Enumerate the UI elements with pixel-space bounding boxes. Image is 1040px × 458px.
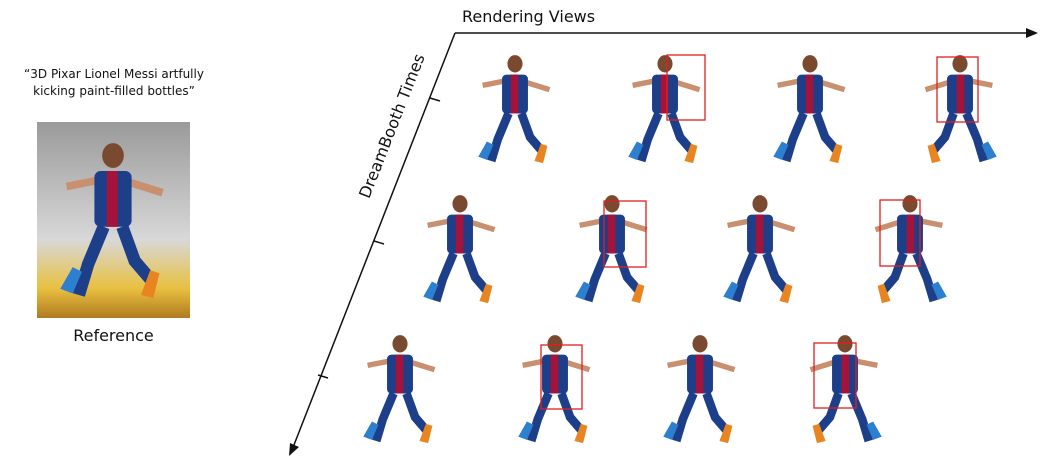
bottle-blue: [518, 421, 534, 440]
prompt-text: “3D Pixar Lionel Messi artfully kicking …: [24, 67, 204, 98]
axis-tick: [429, 97, 441, 102]
stripe: [841, 354, 850, 394]
bottle-orange: [684, 143, 698, 164]
legs: [813, 391, 873, 443]
bottle-blue: [866, 421, 882, 440]
player-render: [423, 195, 496, 304]
bottle-blue: [363, 421, 379, 440]
stripe: [395, 354, 404, 394]
player-render: [518, 335, 591, 444]
head: [837, 335, 853, 353]
head: [657, 55, 673, 73]
player-render: [628, 55, 701, 164]
axis-tick: [373, 240, 385, 245]
stripe: [906, 214, 915, 254]
stripe: [956, 74, 965, 114]
axis-arrow: [1026, 28, 1038, 38]
bottle-orange: [877, 283, 891, 304]
head: [102, 143, 124, 168]
legs: [487, 111, 547, 163]
player-render: [60, 143, 164, 299]
bottle-orange: [534, 143, 548, 164]
highlight-box: [540, 344, 583, 410]
player-render: [575, 195, 648, 304]
stripe: [510, 74, 519, 114]
player-render: [663, 335, 736, 444]
legs: [372, 391, 432, 443]
stripe: [805, 74, 814, 114]
bottle-blue: [478, 141, 494, 160]
bottle-orange: [574, 423, 588, 444]
highlight-box: [879, 199, 921, 267]
bottle-orange: [719, 423, 733, 444]
player-render: [478, 55, 551, 164]
highlight-box: [936, 56, 979, 123]
stripe: [455, 214, 464, 254]
bottle-orange: [631, 283, 645, 304]
legs: [672, 391, 732, 443]
bottle-blue: [423, 281, 439, 300]
highlight-box: [813, 342, 857, 409]
head: [452, 195, 468, 213]
player-render: [874, 195, 947, 304]
stripe: [607, 214, 616, 254]
render-grid: [60, 54, 997, 444]
bottle-orange: [812, 423, 826, 444]
bottle-orange: [419, 423, 433, 444]
player-render: [363, 335, 436, 444]
bottle-orange: [779, 283, 793, 304]
stripe: [695, 354, 704, 394]
bottle-blue: [723, 281, 739, 300]
head: [507, 55, 523, 73]
head: [547, 335, 563, 353]
axis-tick: [317, 374, 329, 379]
head: [952, 55, 968, 73]
legs: [72, 224, 159, 297]
head: [802, 55, 818, 73]
legs: [637, 111, 697, 163]
legs: [878, 251, 938, 303]
stripe: [550, 354, 559, 394]
highlight-box: [666, 54, 706, 121]
player-render: [809, 335, 882, 444]
head: [752, 195, 768, 213]
legs: [782, 111, 842, 163]
stripe: [106, 171, 118, 227]
legs: [432, 251, 492, 303]
horizontal-axis-label: Rendering Views: [462, 7, 595, 26]
bottle-orange: [829, 143, 843, 164]
reference-label: Reference: [73, 326, 154, 345]
bottle-orange: [140, 270, 160, 299]
bottle-blue: [60, 267, 82, 294]
player-render: [773, 55, 846, 164]
axis-arrow: [289, 443, 299, 456]
head: [692, 335, 708, 353]
highlight-box: [603, 200, 647, 268]
player-render: [723, 195, 796, 304]
bottle-blue: [628, 141, 644, 160]
legs: [732, 251, 792, 303]
legs: [527, 391, 587, 443]
bottle-blue: [931, 281, 947, 300]
stripe: [755, 214, 764, 254]
head: [902, 195, 918, 213]
legs: [928, 111, 988, 163]
bottle-blue: [663, 421, 679, 440]
head: [604, 195, 620, 213]
bottle-blue: [981, 141, 997, 160]
legs: [584, 251, 644, 303]
stripe: [660, 74, 669, 114]
player-render: [924, 55, 997, 164]
bottle-blue: [575, 281, 591, 300]
bottle-orange: [479, 283, 493, 304]
diagonal-axis: [291, 32, 456, 451]
bottle-orange: [927, 143, 941, 164]
diagonal-axis-label: DreamBooth Times: [355, 51, 429, 201]
head: [392, 335, 408, 353]
bottle-blue: [773, 141, 789, 160]
